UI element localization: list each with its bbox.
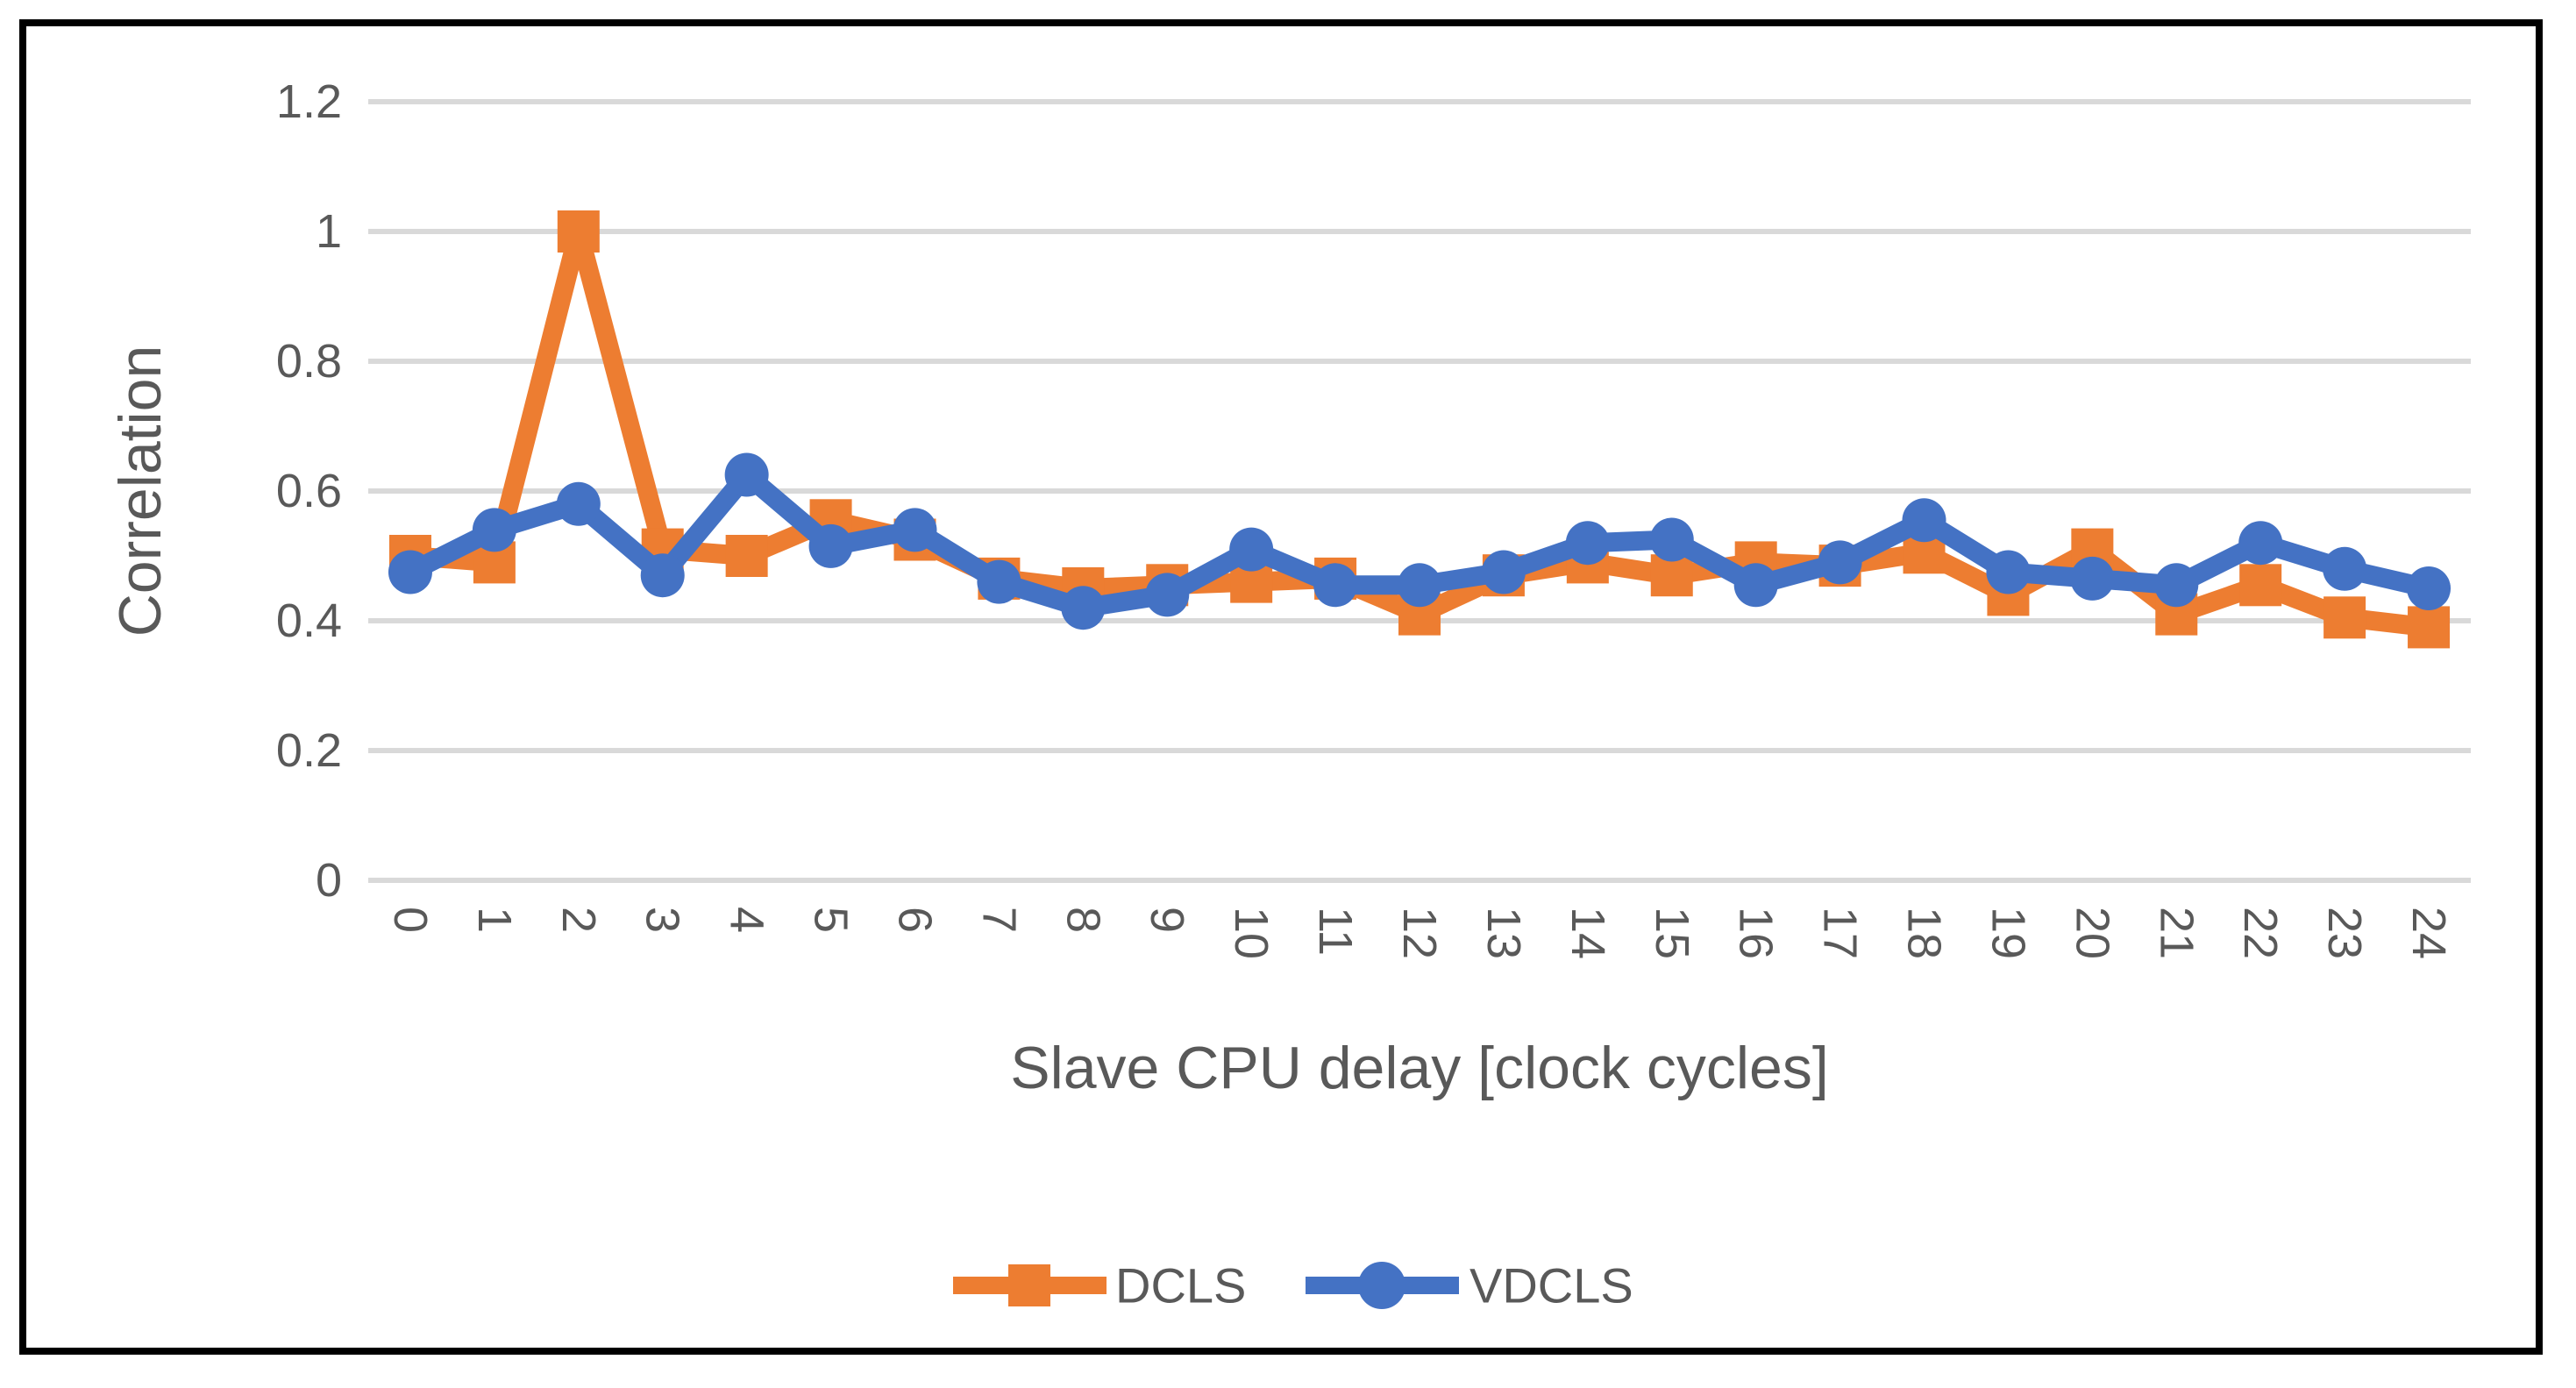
vdcls-marker (472, 508, 516, 552)
legend: DCLS VDCLS (953, 1258, 1633, 1313)
x-tick-label: 8 (1057, 907, 1109, 933)
x-axis-tick-labels: 0 1 2 3 4 5 6 7 8 9 10 11 12 13 14 15 16 17 18 19 20 21 22 23 24 (384, 907, 2455, 959)
vdcls-marker (1986, 550, 2031, 594)
x-tick-label: 5 (805, 907, 857, 933)
x-tick-label: 13 (1477, 907, 1530, 959)
x-tick-label: 17 (1814, 907, 1867, 959)
dcls-marker (2239, 564, 2282, 607)
chart-border (19, 19, 2543, 1355)
vdcls-marker (388, 550, 432, 594)
x-tick-label: 24 (2402, 907, 2455, 959)
vdcls-marker (1818, 540, 1862, 585)
vdcls-marker (2407, 566, 2451, 610)
x-tick-label: 3 (637, 907, 689, 933)
vdcls-marker (1145, 573, 1190, 617)
vdcls-marker (977, 559, 1021, 604)
x-tick-label: 15 (1646, 907, 1698, 959)
y-tick-label: 0.8 (276, 335, 342, 388)
vdcls-marker (2070, 556, 2115, 601)
x-tick-label: 18 (1898, 907, 1951, 959)
vdcls-marker (1649, 517, 1694, 562)
y-tick-label: 1.2 (276, 75, 342, 128)
y-axis-title: Correlation (107, 345, 174, 637)
vdcls-marker (1481, 550, 1526, 594)
vdcls-marker (808, 523, 853, 568)
vdcls-marker (1061, 586, 1106, 630)
y-axis-tick-labels: 0 0.2 0.4 0.6 0.8 1 1.2 (276, 75, 342, 907)
dcls-marker (2408, 606, 2451, 649)
y-tick-label: 0.6 (276, 465, 342, 517)
dcls-marker (725, 535, 768, 577)
legend-item-dcls: DCLS (953, 1258, 1246, 1313)
x-tick-label: 19 (1982, 907, 2034, 959)
x-tick-label: 22 (2234, 907, 2287, 959)
vdcls-marker (640, 553, 685, 598)
vdcls-legend-label: VDCLS (1469, 1258, 1633, 1313)
x-tick-label: 6 (888, 907, 941, 933)
y-tick-label: 0 (316, 854, 342, 907)
x-tick-label: 7 (972, 907, 1025, 933)
x-tick-label: 20 (2066, 907, 2118, 959)
x-tick-label: 12 (1393, 907, 1446, 959)
vdcls-marker (1902, 498, 1946, 543)
vdcls-marker (1733, 563, 1778, 608)
vdcls-marker (724, 452, 769, 497)
dcls-legend-square-icon (1008, 1264, 1050, 1306)
x-tick-label: 9 (1141, 907, 1193, 933)
vdcls-marker (2238, 521, 2283, 566)
x-tick-label: 0 (384, 907, 437, 933)
dcls-marker (557, 210, 600, 253)
x-tick-label: 11 (1309, 907, 1362, 956)
y-tick-label: 0.4 (276, 594, 342, 647)
x-tick-label: 21 (2150, 907, 2202, 959)
vdcls-marker (556, 481, 601, 526)
vdcls-marker (2154, 563, 2199, 608)
vdcls-marker (1313, 563, 1358, 608)
x-tick-label: 16 (1730, 907, 1783, 959)
vdcls-marker (1565, 521, 1610, 566)
x-tick-label: 1 (468, 907, 521, 933)
vdcls-legend-circle-icon (1358, 1262, 1405, 1309)
x-tick-label: 10 (1225, 907, 1277, 959)
vdcls-marker (893, 508, 937, 552)
dcls-legend-label: DCLS (1115, 1258, 1246, 1313)
vdcls-marker (2323, 546, 2367, 591)
gridlines (368, 99, 2471, 883)
x-axis-title: Slave CPU delay [clock cycles] (1010, 1035, 1828, 1101)
y-tick-label: 0.2 (276, 724, 342, 777)
dcls-marker (2323, 596, 2366, 639)
y-tick-label: 1 (316, 205, 342, 258)
vdcls-series (388, 452, 2451, 630)
legend-item-vdcls: VDCLS (1306, 1258, 1633, 1313)
vdcls-marker (1398, 563, 1441, 608)
x-tick-label: 14 (1562, 907, 1614, 959)
series-layer (388, 210, 2451, 649)
vdcls-marker (1229, 527, 1274, 572)
x-tick-label: 4 (721, 907, 773, 933)
x-tick-label: 2 (552, 907, 605, 933)
x-tick-label: 23 (2318, 907, 2371, 959)
